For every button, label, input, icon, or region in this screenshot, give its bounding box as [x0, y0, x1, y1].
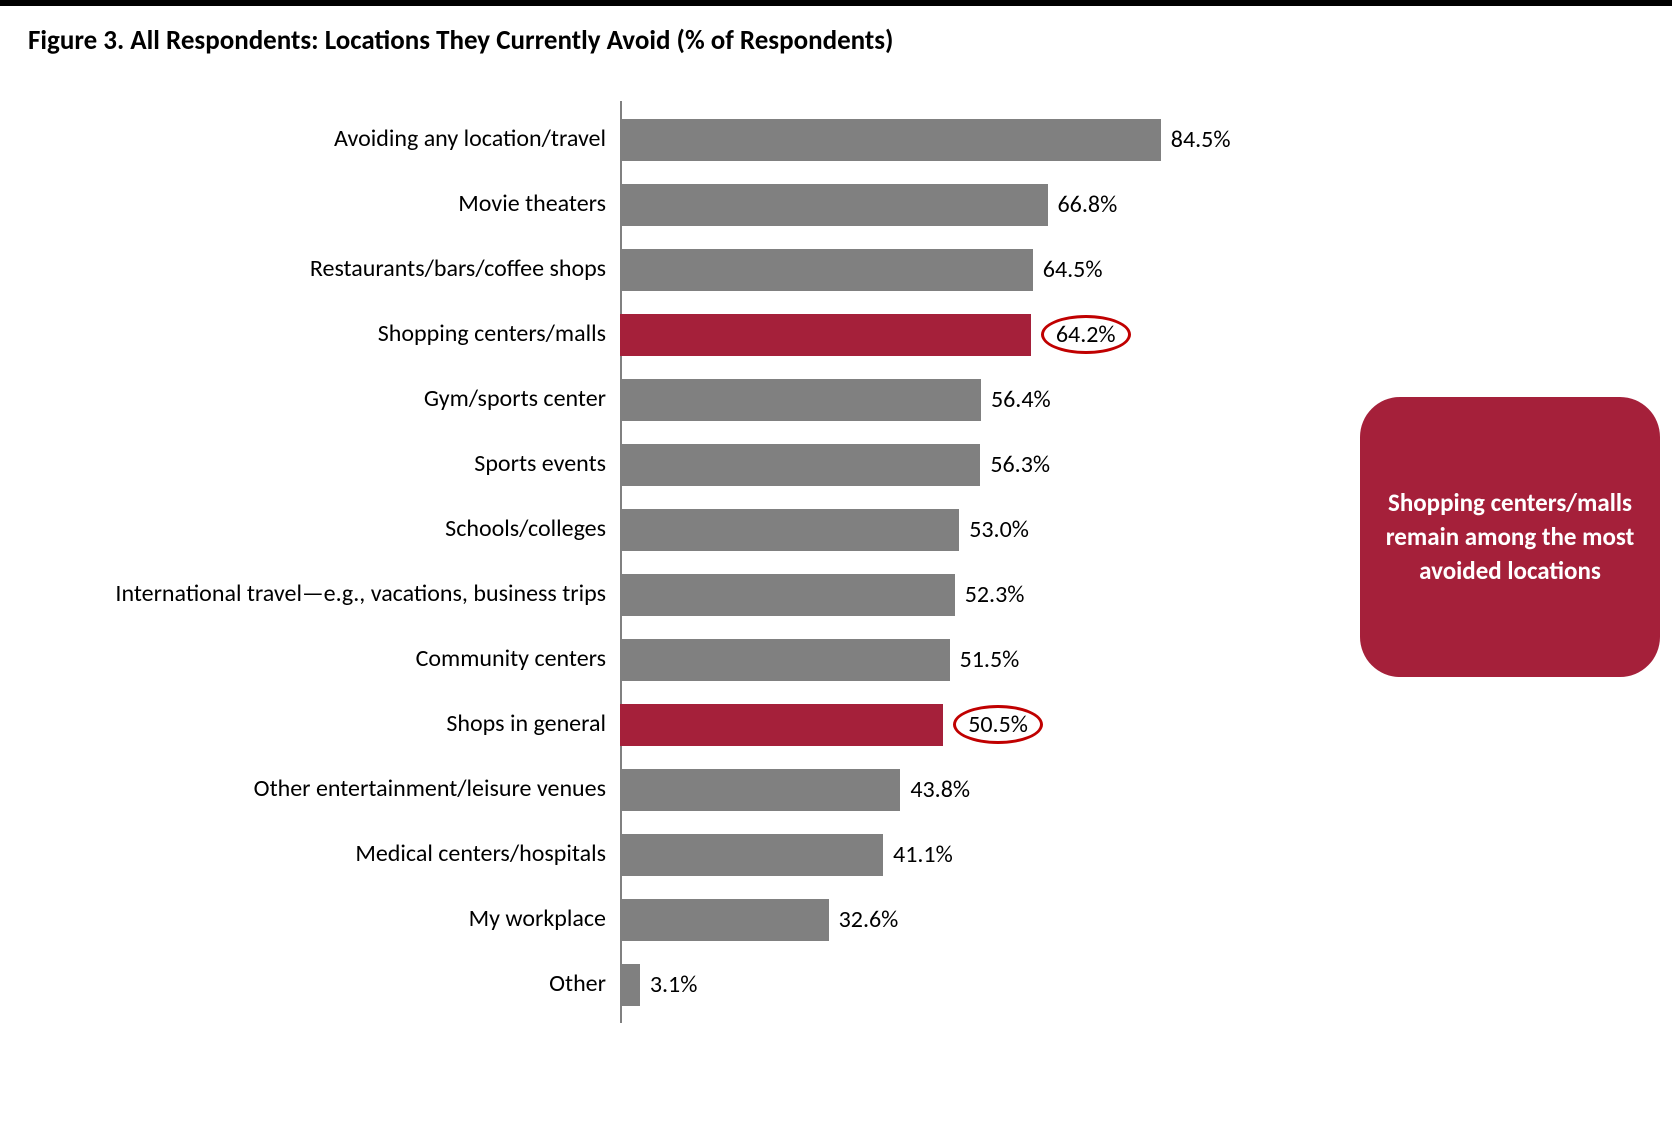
bar: [620, 249, 1033, 291]
value-label: 52.3%: [965, 574, 1025, 616]
bar-area: 50.5%: [620, 704, 1260, 746]
category-label: Restaurants/bars/coffee shops: [50, 256, 620, 282]
bar: [620, 379, 981, 421]
value-label: 32.6%: [839, 899, 899, 941]
bar: [620, 574, 955, 616]
bar-chart: Avoiding any location/travel 84.5% Movie t…: [50, 107, 1610, 1087]
value-label: 64.2%: [1041, 314, 1131, 356]
category-label: My workplace: [50, 906, 620, 932]
value-label: 64.5%: [1043, 249, 1103, 291]
bar-area: 51.5%: [620, 639, 1260, 681]
category-label: Other entertainment/leisure venues: [50, 776, 620, 802]
category-label: International travel—e.g., vacations, bu…: [50, 581, 620, 607]
bar-area: 3.1%: [620, 964, 1260, 1006]
value-label: 3.1%: [650, 964, 698, 1006]
value-label: 56.4%: [991, 379, 1051, 421]
bar: [620, 639, 950, 681]
bar-area: 53.0%: [620, 509, 1260, 551]
bar: [620, 444, 980, 486]
bar: [620, 899, 829, 941]
bar: [620, 769, 900, 811]
bar-area: 64.2%: [620, 314, 1260, 356]
bar-highlight: [620, 704, 943, 746]
chart-row: Other 3.1%: [50, 952, 1610, 1017]
bar: [620, 834, 883, 876]
chart-row: Shops in general 50.5%: [50, 692, 1610, 757]
category-label: Shopping centers/malls: [50, 321, 620, 347]
chart-row: Shopping centers/malls 64.2%: [50, 302, 1610, 367]
value-label: 56.3%: [990, 444, 1050, 486]
category-label: Shops in general: [50, 711, 620, 737]
chart-row: Medical centers/hospitals 41.1%: [50, 822, 1610, 887]
value-label: 43.8%: [910, 769, 970, 811]
value-label: 50.5%: [953, 704, 1043, 746]
category-label: Community centers: [50, 646, 620, 672]
category-label: Schools/colleges: [50, 516, 620, 542]
chart-row: My workplace 32.6%: [50, 887, 1610, 952]
value-label: 41.1%: [893, 834, 953, 876]
callout-box: Shopping centers/malls remain among the …: [1360, 397, 1660, 677]
bar-area: 84.5%: [620, 119, 1260, 161]
category-label: Gym/sports center: [50, 386, 620, 412]
bar-area: 43.8%: [620, 769, 1260, 811]
bar: [620, 119, 1161, 161]
value-label-circled: 50.5%: [953, 705, 1043, 744]
bar-area: 64.5%: [620, 249, 1260, 291]
category-label: Sports events: [50, 451, 620, 477]
bar: [620, 184, 1048, 226]
bar-highlight: [620, 314, 1031, 356]
value-label: 66.8%: [1058, 184, 1118, 226]
bar-area: 66.8%: [620, 184, 1260, 226]
category-label: Other: [50, 971, 620, 997]
value-label: 51.5%: [960, 639, 1020, 681]
chart-row: Avoiding any location/travel 84.5%: [50, 107, 1610, 172]
figure-title: Figure 3. All Respondents: Locations The…: [0, 6, 1672, 67]
category-label: Movie theaters: [50, 191, 620, 217]
bar-area: 41.1%: [620, 834, 1260, 876]
chart-row: Movie theaters 66.8%: [50, 172, 1610, 237]
category-label: Medical centers/hospitals: [50, 841, 620, 867]
bar-area: 32.6%: [620, 899, 1260, 941]
bar: [620, 964, 640, 1006]
bar-area: 52.3%: [620, 574, 1260, 616]
value-label: 53.0%: [969, 509, 1029, 551]
chart-row: Other entertainment/leisure venues 43.8%: [50, 757, 1610, 822]
category-label: Avoiding any location/travel: [50, 126, 620, 152]
value-label-circled: 64.2%: [1041, 315, 1131, 354]
bar: [620, 509, 959, 551]
bar-area: 56.3%: [620, 444, 1260, 486]
bar-area: 56.4%: [620, 379, 1260, 421]
chart-row: Restaurants/bars/coffee shops 64.5%: [50, 237, 1610, 302]
value-label: 84.5%: [1171, 119, 1231, 161]
